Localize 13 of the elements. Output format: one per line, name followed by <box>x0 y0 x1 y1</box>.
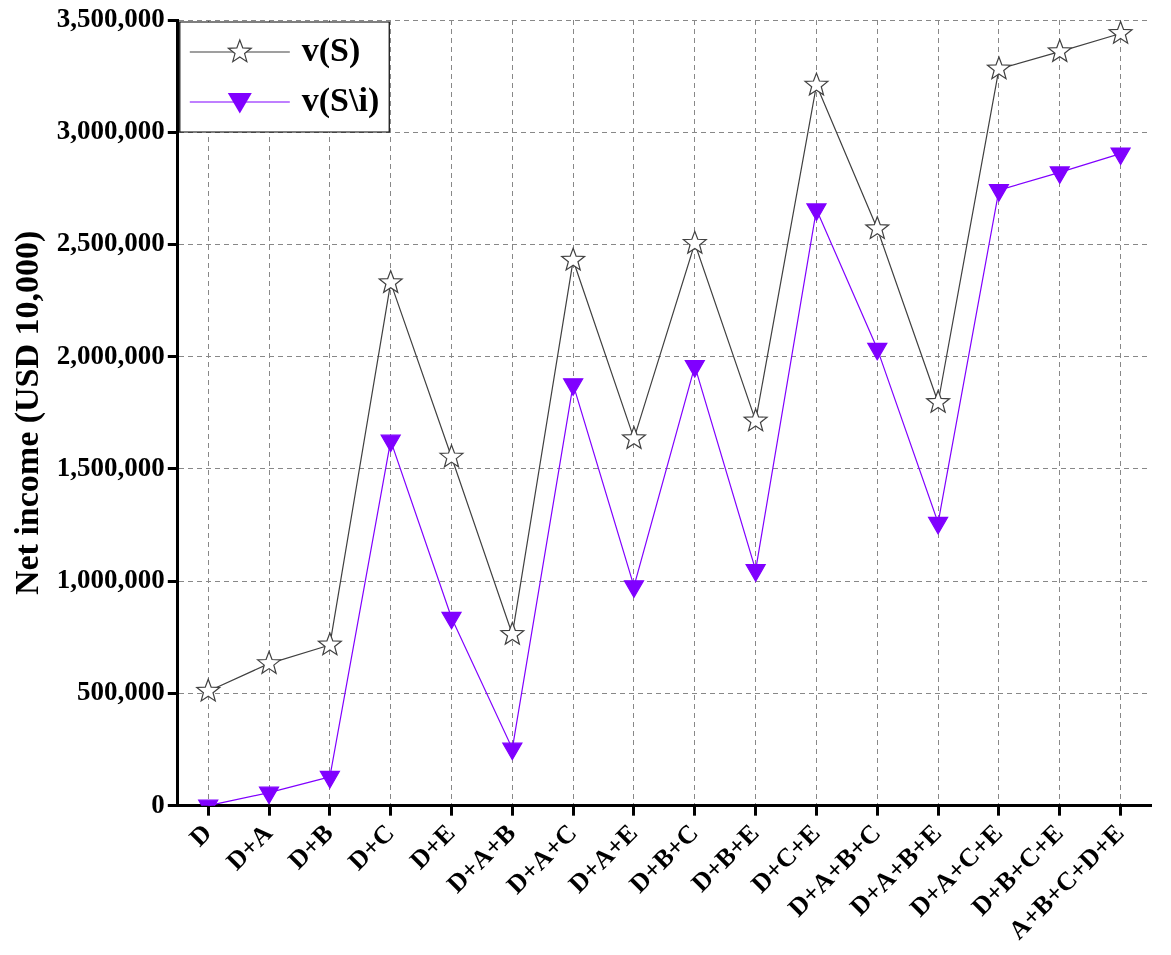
x-tick-label: D+A <box>220 818 279 876</box>
y-tick-label: 3,500,000 <box>56 2 165 33</box>
legend-label: v(S) <box>301 30 361 69</box>
y-tick-label: 1,000,000 <box>56 564 165 595</box>
y-tick-label: 1,500,000 <box>56 451 165 482</box>
y-tick-label: 3,000,000 <box>56 115 165 146</box>
legend-label: v(S\i) <box>301 80 380 119</box>
y-tick-label: 500,000 <box>77 676 165 707</box>
y-tick-label: 2,000,000 <box>56 339 165 370</box>
x-tick-label: D <box>183 818 218 852</box>
y-axis-title: Net income (USD 10,000) <box>8 230 47 596</box>
y-tick-label: 0 <box>151 788 165 819</box>
y-tick-label: 2,500,000 <box>56 227 165 258</box>
